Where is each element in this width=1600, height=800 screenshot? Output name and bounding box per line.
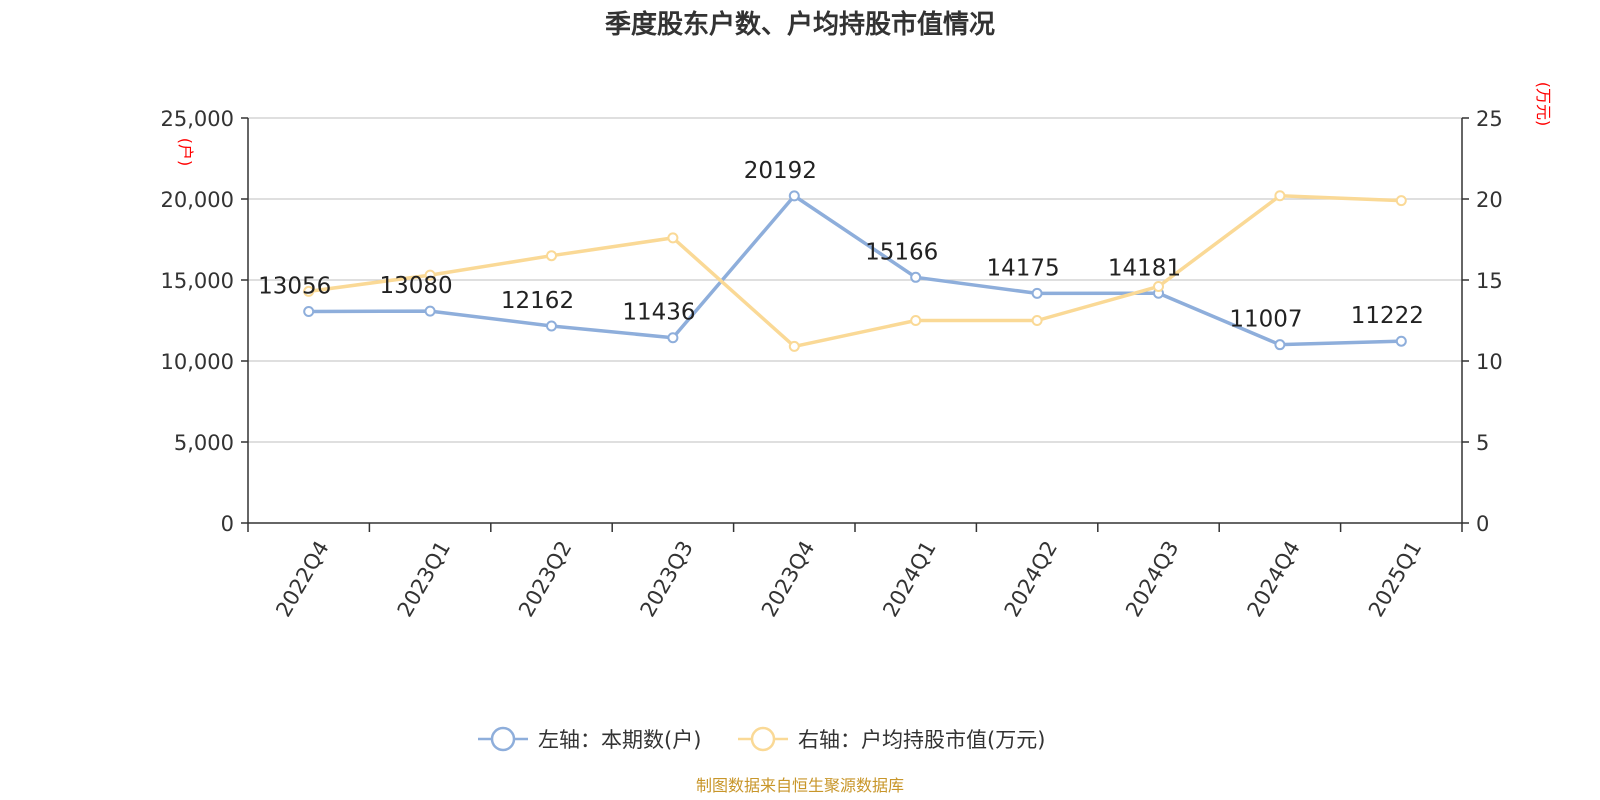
right-tick-label: 5 [1476,431,1489,455]
x-tick-label: 2025Q1 [1364,537,1426,621]
data-point-holders [1395,335,1407,347]
left-tick-label: 0 [221,512,234,536]
data-point-avg-value [1153,280,1164,292]
data-point-holders [667,332,679,344]
left-tick-label: 25,000 [161,107,234,131]
data-label: 12162 [501,288,574,314]
data-point-holders [788,190,800,202]
x-tick-label: 2023Q4 [757,537,819,621]
data-point-holders [303,305,315,317]
series [303,190,1407,352]
left-tick-label: 5,000 [174,431,234,455]
data-labels: 13056 13080 12162 11436 20192 15166 14175 14181… [258,158,1424,333]
right-axis-unit: (万元) [1534,82,1553,127]
data-point-avg-value [788,340,800,352]
source-note: 制图数据来自恒生聚源数据库 [696,776,904,795]
x-tick-label: 2024Q2 [1000,537,1062,621]
left-tick-label: 15,000 [161,269,234,293]
x-tick-label: 2022Q4 [271,537,333,621]
legend-swatch-marker [490,726,516,752]
x-tick-label: 2023Q2 [514,537,576,621]
data-point-avg-value [546,250,557,262]
data-label: 11007 [1229,307,1302,333]
legend: 左轴：本期数(户) 右轴：户均持股市值(万元) [478,726,1045,752]
x-tick-label: 2023Q3 [636,537,698,621]
x-tick-label: 2024Q3 [1121,537,1183,621]
legend-swatch-marker [750,726,776,752]
data-point-avg-value [424,269,436,281]
series-line-avg-value [308,194,1402,349]
data-point-avg-value [667,232,679,244]
left-tick-label: 20,000 [161,188,234,212]
data-label: 14175 [987,255,1060,281]
data-point-avg-value [1395,195,1407,207]
right-tick-label: 0 [1476,512,1489,536]
data-label: 20192 [744,158,817,184]
data-label: 11222 [1351,303,1424,329]
chart-title: 季度股东户数、户均持股市值情况 [605,9,995,40]
x-tick-label: 2024Q1 [878,537,940,621]
data-point-avg-value [910,315,922,326]
data-point-avg-value [303,285,315,297]
data-point-holders [1274,339,1286,351]
right-tick-label: 15 [1476,269,1503,293]
data-point-avg-value [1274,190,1286,202]
x-tick-label: 2024Q4 [1243,537,1305,621]
data-label: 11436 [622,300,695,326]
left-axis-unit: (户) [176,138,195,167]
right-tick-label: 10 [1476,350,1503,374]
series-line-holders [308,194,1402,347]
data-point-holders [424,305,436,317]
x-tick-label: 2023Q1 [393,537,455,621]
data-point-holders [1031,287,1043,299]
axes: 05,00010,00015,00020,00025,0000510152025… [161,107,1503,621]
data-point-holders [910,271,922,283]
data-label: 15166 [865,239,938,265]
legend-label: 左轴：本期数(户) [538,728,701,752]
legend-label: 右轴：户均持股市值(万元) [798,728,1045,752]
data-point-avg-value [1031,315,1043,326]
left-tick-label: 10,000 [161,350,234,374]
data-label: 13080 [380,273,453,299]
right-tick-label: 20 [1476,188,1503,212]
data-point-holders [546,320,557,332]
grid [248,117,1462,443]
data-label: 13056 [258,273,331,299]
data-label: 14181 [1108,255,1181,281]
right-tick-label: 25 [1476,107,1503,131]
